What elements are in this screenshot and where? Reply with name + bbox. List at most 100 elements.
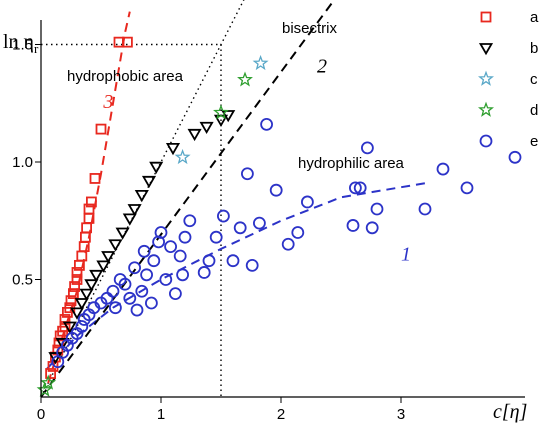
data-point-e	[245, 258, 259, 272]
data-point-a	[83, 203, 95, 215]
data-point-e	[197, 266, 211, 279]
data-point-e	[140, 268, 154, 282]
y-axis-title: ln ηr	[3, 31, 39, 56]
legend-label-c: c	[530, 71, 538, 88]
legend-marker-c	[478, 70, 494, 86]
data-point-c	[174, 148, 191, 165]
curve-label-1: 1	[401, 244, 411, 266]
data-point-e	[152, 235, 166, 249]
curve-label-2: 2	[317, 56, 327, 78]
data-point-e	[123, 291, 137, 305]
data-point-e	[346, 219, 360, 232]
data-point-b	[122, 213, 137, 226]
data-point-e	[370, 202, 384, 216]
data-point-a	[71, 274, 83, 285]
y-tick-label: 0.5	[12, 272, 33, 289]
x-tick-label: 2	[277, 406, 285, 423]
axes	[40, 20, 525, 398]
legend-item-a: a	[480, 9, 539, 26]
data-point-e	[209, 230, 223, 244]
data-point-e	[216, 209, 230, 223]
data-point-e	[173, 249, 187, 263]
hydrophobic-area-label: hydrophobic area	[67, 68, 184, 85]
data-point-e	[118, 277, 132, 291]
data-point-b	[141, 175, 157, 189]
data-point-e	[269, 183, 283, 197]
series-a	[45, 36, 133, 379]
ticks: 0 1 2 3 0.5 1.0 1.5	[12, 37, 405, 424]
data-point-d	[237, 71, 253, 87]
data-point-e	[252, 216, 266, 230]
data-point-e	[137, 244, 151, 258]
data-point-a	[68, 288, 79, 300]
fit-curve-2	[40, 0, 336, 398]
data-point-b	[84, 279, 99, 292]
data-point-e	[164, 240, 178, 254]
data-point-c	[252, 54, 269, 71]
plot-area: 3 2 1	[36, 0, 522, 398]
data-point-d	[36, 381, 53, 397]
data-point-e	[348, 181, 362, 195]
x-axis-title: c[η]	[493, 401, 527, 423]
data-point-b	[115, 227, 130, 240]
data-point-e	[226, 254, 240, 268]
data-point-e	[135, 284, 149, 298]
legend-marker-e	[479, 134, 493, 148]
curve-label-3: 3	[102, 91, 113, 113]
legend-marker-a	[480, 11, 492, 23]
legend-item-c: c	[478, 70, 538, 88]
hydrophilic-area-label: hydrophilic area	[298, 155, 405, 172]
data-point-a	[69, 281, 80, 292]
data-point-d	[213, 104, 229, 120]
legend-item-e: e	[479, 133, 538, 150]
data-point-e	[147, 254, 161, 268]
legend-label-b: b	[530, 40, 538, 57]
data-point-b	[127, 204, 142, 217]
legend-marker-d	[478, 101, 494, 117]
series-d	[36, 71, 253, 397]
data-point-e	[291, 226, 305, 239]
data-point-e	[360, 141, 374, 155]
data-point-e	[168, 287, 182, 301]
data-point-b	[96, 260, 111, 273]
data-point-b	[89, 269, 104, 283]
y-tick-label: 1.0	[12, 154, 33, 171]
data-point-e	[260, 118, 274, 131]
data-point-e	[109, 301, 122, 315]
data-point-b	[101, 251, 116, 264]
x-tick-label: 0	[37, 406, 45, 423]
fit-curve-1	[46, 182, 426, 370]
data-point-e	[154, 226, 168, 239]
data-point-e	[128, 261, 142, 275]
data-point-b	[165, 142, 181, 156]
x-tick-label: 1	[157, 406, 165, 423]
data-point-e	[130, 303, 144, 317]
series-b	[48, 110, 236, 365]
bisectrix-line	[40, 0, 245, 398]
data-point-e	[300, 195, 314, 209]
data-point-e	[353, 181, 367, 195]
legend-item-d: d	[478, 101, 538, 119]
data-point-b	[149, 161, 164, 174]
data-point-e	[144, 296, 158, 310]
data-point-a	[45, 368, 56, 379]
data-point-e	[281, 237, 295, 251]
bisectrix-label: bisectrix	[282, 20, 338, 37]
data-point-e	[436, 162, 450, 176]
data-point-a	[122, 36, 133, 48]
data-point-b	[134, 189, 149, 203]
data-point-a	[86, 196, 97, 208]
legend-label-e: e	[530, 133, 538, 150]
data-point-e	[240, 167, 254, 181]
data-point-a	[89, 173, 101, 184]
data-point-a	[65, 295, 77, 307]
data-point-b	[62, 321, 77, 334]
data-point-e	[233, 221, 247, 235]
data-point-b	[48, 352, 63, 365]
labels: ln ηr c[η] hydrophobic area hydrophilic …	[3, 20, 527, 423]
data-point-d	[40, 374, 57, 390]
data-point-b	[69, 307, 85, 320]
data-point-e	[418, 202, 432, 216]
